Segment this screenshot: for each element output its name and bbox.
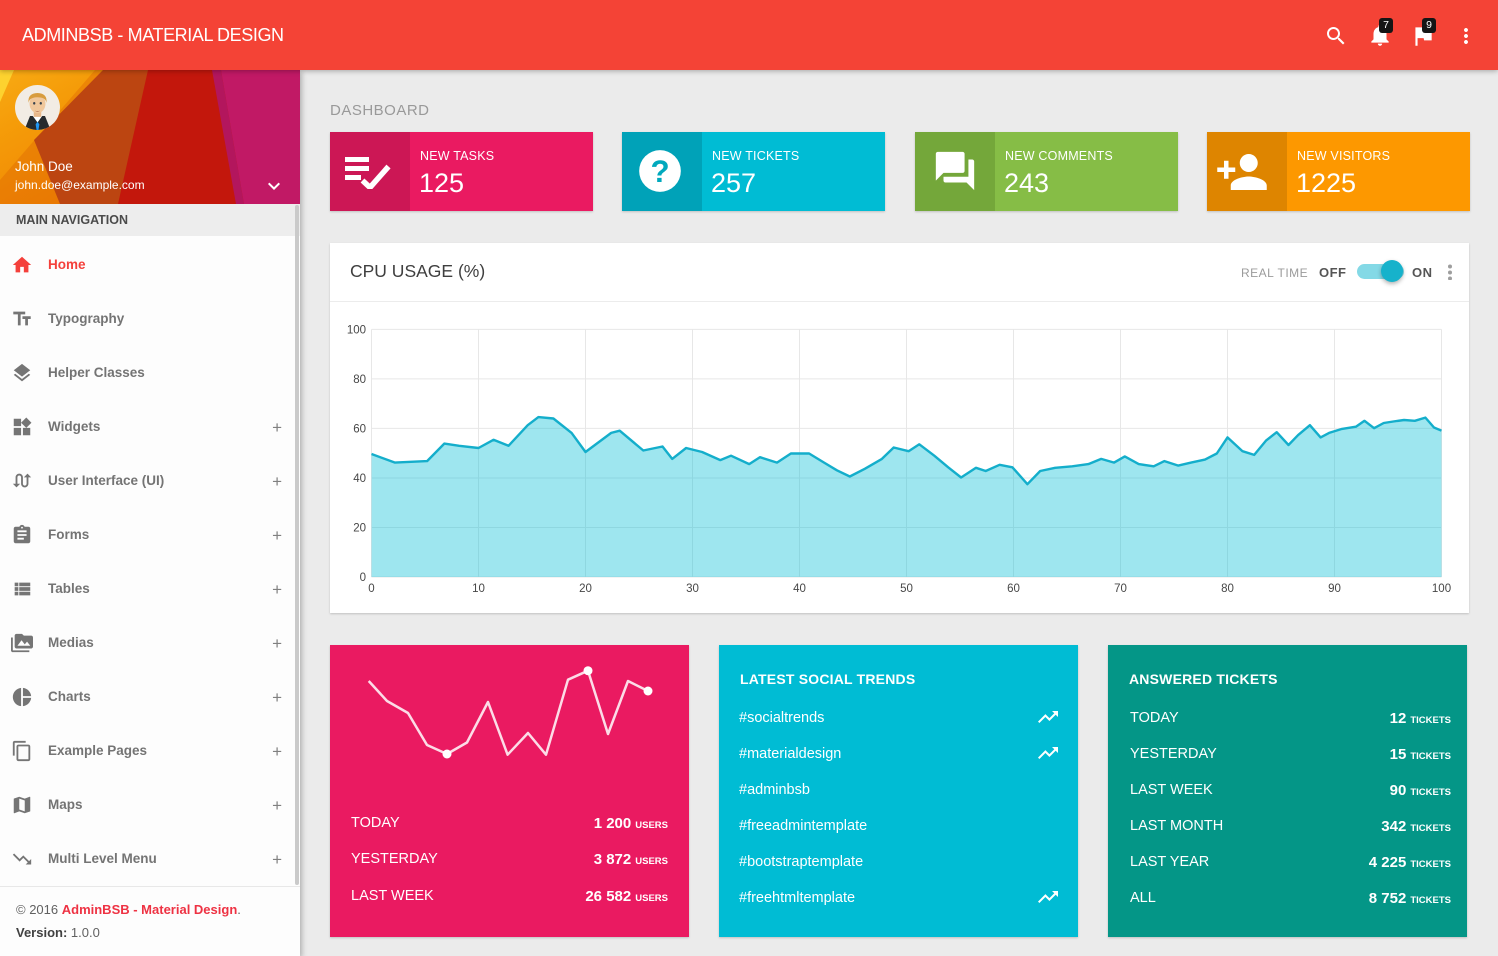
svg-text:?: ? (650, 154, 669, 189)
svg-text:80: 80 (1221, 583, 1234, 595)
svg-text:50: 50 (900, 583, 913, 595)
svg-text:20: 20 (579, 583, 592, 595)
svg-text:40: 40 (793, 583, 806, 595)
svg-text:90: 90 (1328, 583, 1341, 595)
svg-text:0: 0 (368, 583, 374, 595)
svg-text:0: 0 (360, 572, 366, 584)
svg-text:40: 40 (353, 473, 366, 485)
svg-text:20: 20 (353, 523, 366, 535)
svg-text:60: 60 (353, 423, 366, 435)
svg-text:80: 80 (353, 374, 366, 386)
svg-text:60: 60 (1007, 583, 1020, 595)
svg-text:100: 100 (1432, 583, 1451, 595)
svg-text:10: 10 (472, 583, 485, 595)
svg-text:100: 100 (347, 324, 366, 336)
svg-text:30: 30 (686, 583, 699, 595)
svg-text:70: 70 (1114, 583, 1127, 595)
